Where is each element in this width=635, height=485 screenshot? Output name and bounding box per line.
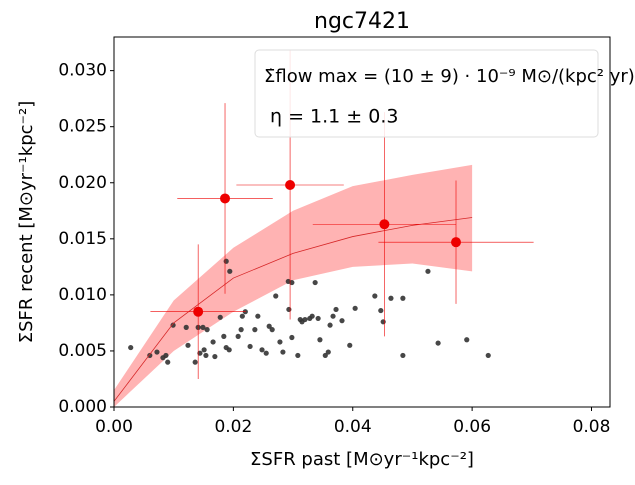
data-point — [154, 349, 160, 355]
chart-title: ngc7421 — [314, 9, 410, 34]
data-point — [378, 307, 384, 314]
highlighted-point — [220, 193, 231, 204]
data-point — [286, 306, 292, 313]
data-point — [273, 293, 279, 299]
x-axis-label: ΣSFR past [M⊙yr⁻¹kpc⁻²] — [250, 449, 474, 470]
data-point — [315, 315, 321, 322]
data-point — [255, 313, 261, 319]
data-point — [165, 359, 171, 365]
y-axis-label: ΣSFR recent [M⊙yr⁻¹kpc⁻²] — [16, 101, 37, 344]
data-point — [197, 350, 203, 356]
data-point — [227, 268, 233, 274]
data-point — [347, 342, 353, 348]
data-point — [170, 322, 176, 328]
data-point — [200, 324, 206, 330]
data-point — [212, 353, 218, 360]
annotation-box — [254, 49, 599, 138]
data-point — [327, 322, 333, 328]
x-tick-label: 0.08 — [573, 417, 611, 437]
data-point — [238, 327, 244, 333]
data-point — [372, 293, 378, 299]
data-point — [183, 324, 189, 330]
y-tick-label: 0.025 — [58, 117, 107, 137]
data-point — [266, 323, 272, 329]
data-point — [280, 349, 286, 355]
data-point — [352, 305, 358, 311]
highlighted-point — [285, 180, 296, 190]
data-point — [259, 347, 265, 353]
data-point — [464, 337, 470, 343]
y-tick-label: 0.005 — [58, 341, 107, 361]
data-point — [239, 313, 245, 319]
data-point — [302, 316, 308, 323]
data-point — [203, 352, 209, 359]
x-tick-label: 0.04 — [334, 417, 372, 437]
data-point — [330, 313, 336, 319]
data-point — [147, 352, 153, 359]
annotation: η = 1.1 ± 0.3 — [270, 106, 398, 128]
data-point — [277, 339, 283, 345]
y-tick-label: 0.020 — [58, 173, 107, 193]
data-point — [201, 347, 207, 353]
data-point — [325, 349, 331, 355]
data-point — [388, 295, 394, 301]
data-point — [289, 334, 295, 341]
x-tick-label: 0.02 — [214, 417, 252, 437]
data-point — [210, 339, 216, 345]
data-point — [221, 333, 227, 339]
data-point — [223, 258, 229, 264]
y-tick-label: 0.030 — [58, 61, 107, 81]
data-point — [322, 352, 328, 359]
x-tick-label: 0.00 — [95, 417, 133, 437]
data-point — [425, 268, 431, 274]
data-point — [235, 333, 241, 339]
data-point — [252, 327, 258, 333]
data-point — [400, 295, 406, 301]
data-point — [263, 350, 269, 356]
plot-frame — [113, 36, 611, 408]
annotation: Σ̇flow max = (10 ± 9) · 10⁻⁹ M⊙/(kpc² yr… — [264, 66, 635, 87]
data-point — [317, 337, 323, 343]
data-point — [217, 314, 223, 320]
data-point — [485, 352, 491, 359]
data-point — [295, 352, 301, 359]
data-point — [163, 352, 169, 359]
highlighted-point — [379, 219, 390, 230]
x-tick-label: 0.06 — [453, 417, 491, 437]
data-point — [247, 343, 253, 350]
y-tick-label: 0.010 — [58, 285, 107, 305]
highlighted-point — [451, 237, 462, 248]
data-point — [226, 347, 232, 353]
data-point — [128, 344, 134, 351]
data-point — [435, 340, 441, 346]
data-point — [309, 313, 315, 319]
data-point — [333, 306, 339, 313]
y-tick-label: 0.015 — [58, 229, 107, 249]
data-point — [312, 279, 318, 286]
data-point — [339, 318, 345, 324]
data-point — [269, 327, 275, 333]
data-point — [204, 327, 210, 333]
data-point — [380, 319, 386, 325]
y-tick-label: 0.000 — [58, 397, 107, 417]
data-point — [192, 359, 198, 365]
highlighted-point — [193, 306, 204, 317]
data-point — [185, 342, 191, 348]
model-line — [113, 217, 473, 402]
data-point — [400, 352, 406, 359]
data-point — [289, 279, 295, 286]
